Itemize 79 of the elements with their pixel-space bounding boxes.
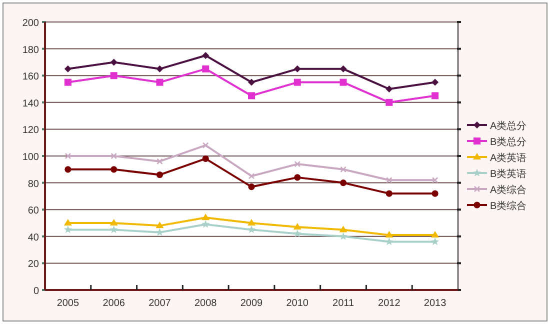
point: [248, 92, 255, 100]
x-tick-label: 2009: [240, 298, 264, 309]
x-tick-label: 2005: [56, 298, 80, 309]
point: [202, 214, 210, 220]
x-tick-label: 2011: [332, 298, 354, 309]
point: [339, 226, 348, 232]
point: [64, 78, 72, 86]
point: [340, 65, 347, 72]
point: [293, 230, 302, 238]
point: [110, 226, 118, 234]
x-tick-label: 2013: [424, 298, 447, 309]
legend-label: A类总分: [490, 120, 527, 132]
y-tick-label: 80: [28, 178, 40, 190]
x-tick-label: 2006: [102, 298, 126, 309]
point: [293, 223, 302, 230]
legend-label: A类综合: [490, 184, 527, 196]
point: [294, 160, 301, 168]
point: [386, 98, 393, 106]
x-tick-label: 2007: [148, 298, 172, 309]
point: [385, 238, 394, 246]
point: [294, 174, 301, 181]
point: [386, 176, 392, 184]
point: [294, 78, 301, 86]
point: [156, 78, 164, 86]
point: [432, 190, 438, 197]
point: [432, 92, 439, 100]
legend-label: B类综合: [490, 200, 527, 212]
point: [110, 72, 118, 80]
y-tick-label: 100: [22, 152, 40, 163]
point: [202, 142, 209, 148]
point: [110, 152, 117, 160]
point: [431, 231, 440, 238]
point: [340, 180, 347, 186]
point: [110, 219, 118, 226]
point: [340, 78, 347, 86]
point: [248, 219, 256, 226]
point: [110, 58, 118, 66]
point: [431, 238, 440, 246]
y-tick-label: 140: [22, 98, 40, 110]
y-tick-label: 200: [22, 18, 40, 29]
y-tick-label: 180: [22, 44, 40, 56]
point: [202, 65, 210, 72]
point: [386, 86, 393, 92]
point: [202, 52, 210, 59]
point: [110, 166, 118, 173]
legend-label: B类英语: [490, 168, 527, 180]
x-tick-label: 2012: [378, 298, 401, 309]
y-tick-label: 0: [33, 286, 40, 297]
point: [202, 220, 210, 228]
point: [64, 226, 72, 234]
y-tick-label: 40: [28, 232, 40, 244]
point: [248, 78, 255, 86]
point: [386, 190, 392, 197]
point: [248, 172, 255, 180]
point: [248, 226, 256, 234]
point: [340, 166, 346, 173]
point: [64, 166, 72, 173]
point: [248, 184, 255, 190]
point: [64, 219, 72, 226]
point: [385, 231, 394, 238]
point: [64, 152, 72, 160]
point: [339, 232, 348, 240]
point: [156, 65, 164, 72]
point: [64, 65, 72, 72]
y-tick-label: 60: [28, 206, 40, 217]
y-tick-label: 160: [22, 72, 40, 83]
x-tick-label: 2010: [286, 298, 309, 309]
point: [294, 65, 301, 72]
point: [202, 155, 209, 162]
x-tick-label: 2008: [194, 298, 218, 309]
y-tick-label: 20: [28, 259, 40, 270]
legend-label: B类总分: [490, 136, 527, 148]
point: [156, 222, 164, 228]
point: [156, 171, 164, 178]
y-tick-label: 120: [22, 125, 40, 136]
point: [156, 158, 163, 165]
point: [432, 176, 438, 184]
point: [432, 78, 439, 86]
legend-label: A类英语: [490, 152, 527, 164]
